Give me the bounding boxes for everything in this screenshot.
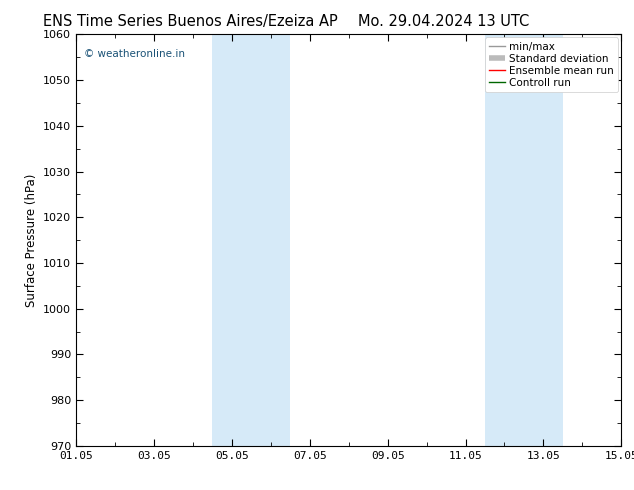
Y-axis label: Surface Pressure (hPa): Surface Pressure (hPa) <box>25 173 37 307</box>
Text: © weatheronline.in: © weatheronline.in <box>84 49 185 59</box>
Bar <box>212 34 290 446</box>
Text: ENS Time Series Buenos Aires/Ezeiza AP: ENS Time Series Buenos Aires/Ezeiza AP <box>43 14 337 29</box>
Text: Mo. 29.04.2024 13 UTC: Mo. 29.04.2024 13 UTC <box>358 14 529 29</box>
Legend: min/max, Standard deviation, Ensemble mean run, Controll run: min/max, Standard deviation, Ensemble me… <box>485 37 618 92</box>
Bar <box>485 34 563 446</box>
